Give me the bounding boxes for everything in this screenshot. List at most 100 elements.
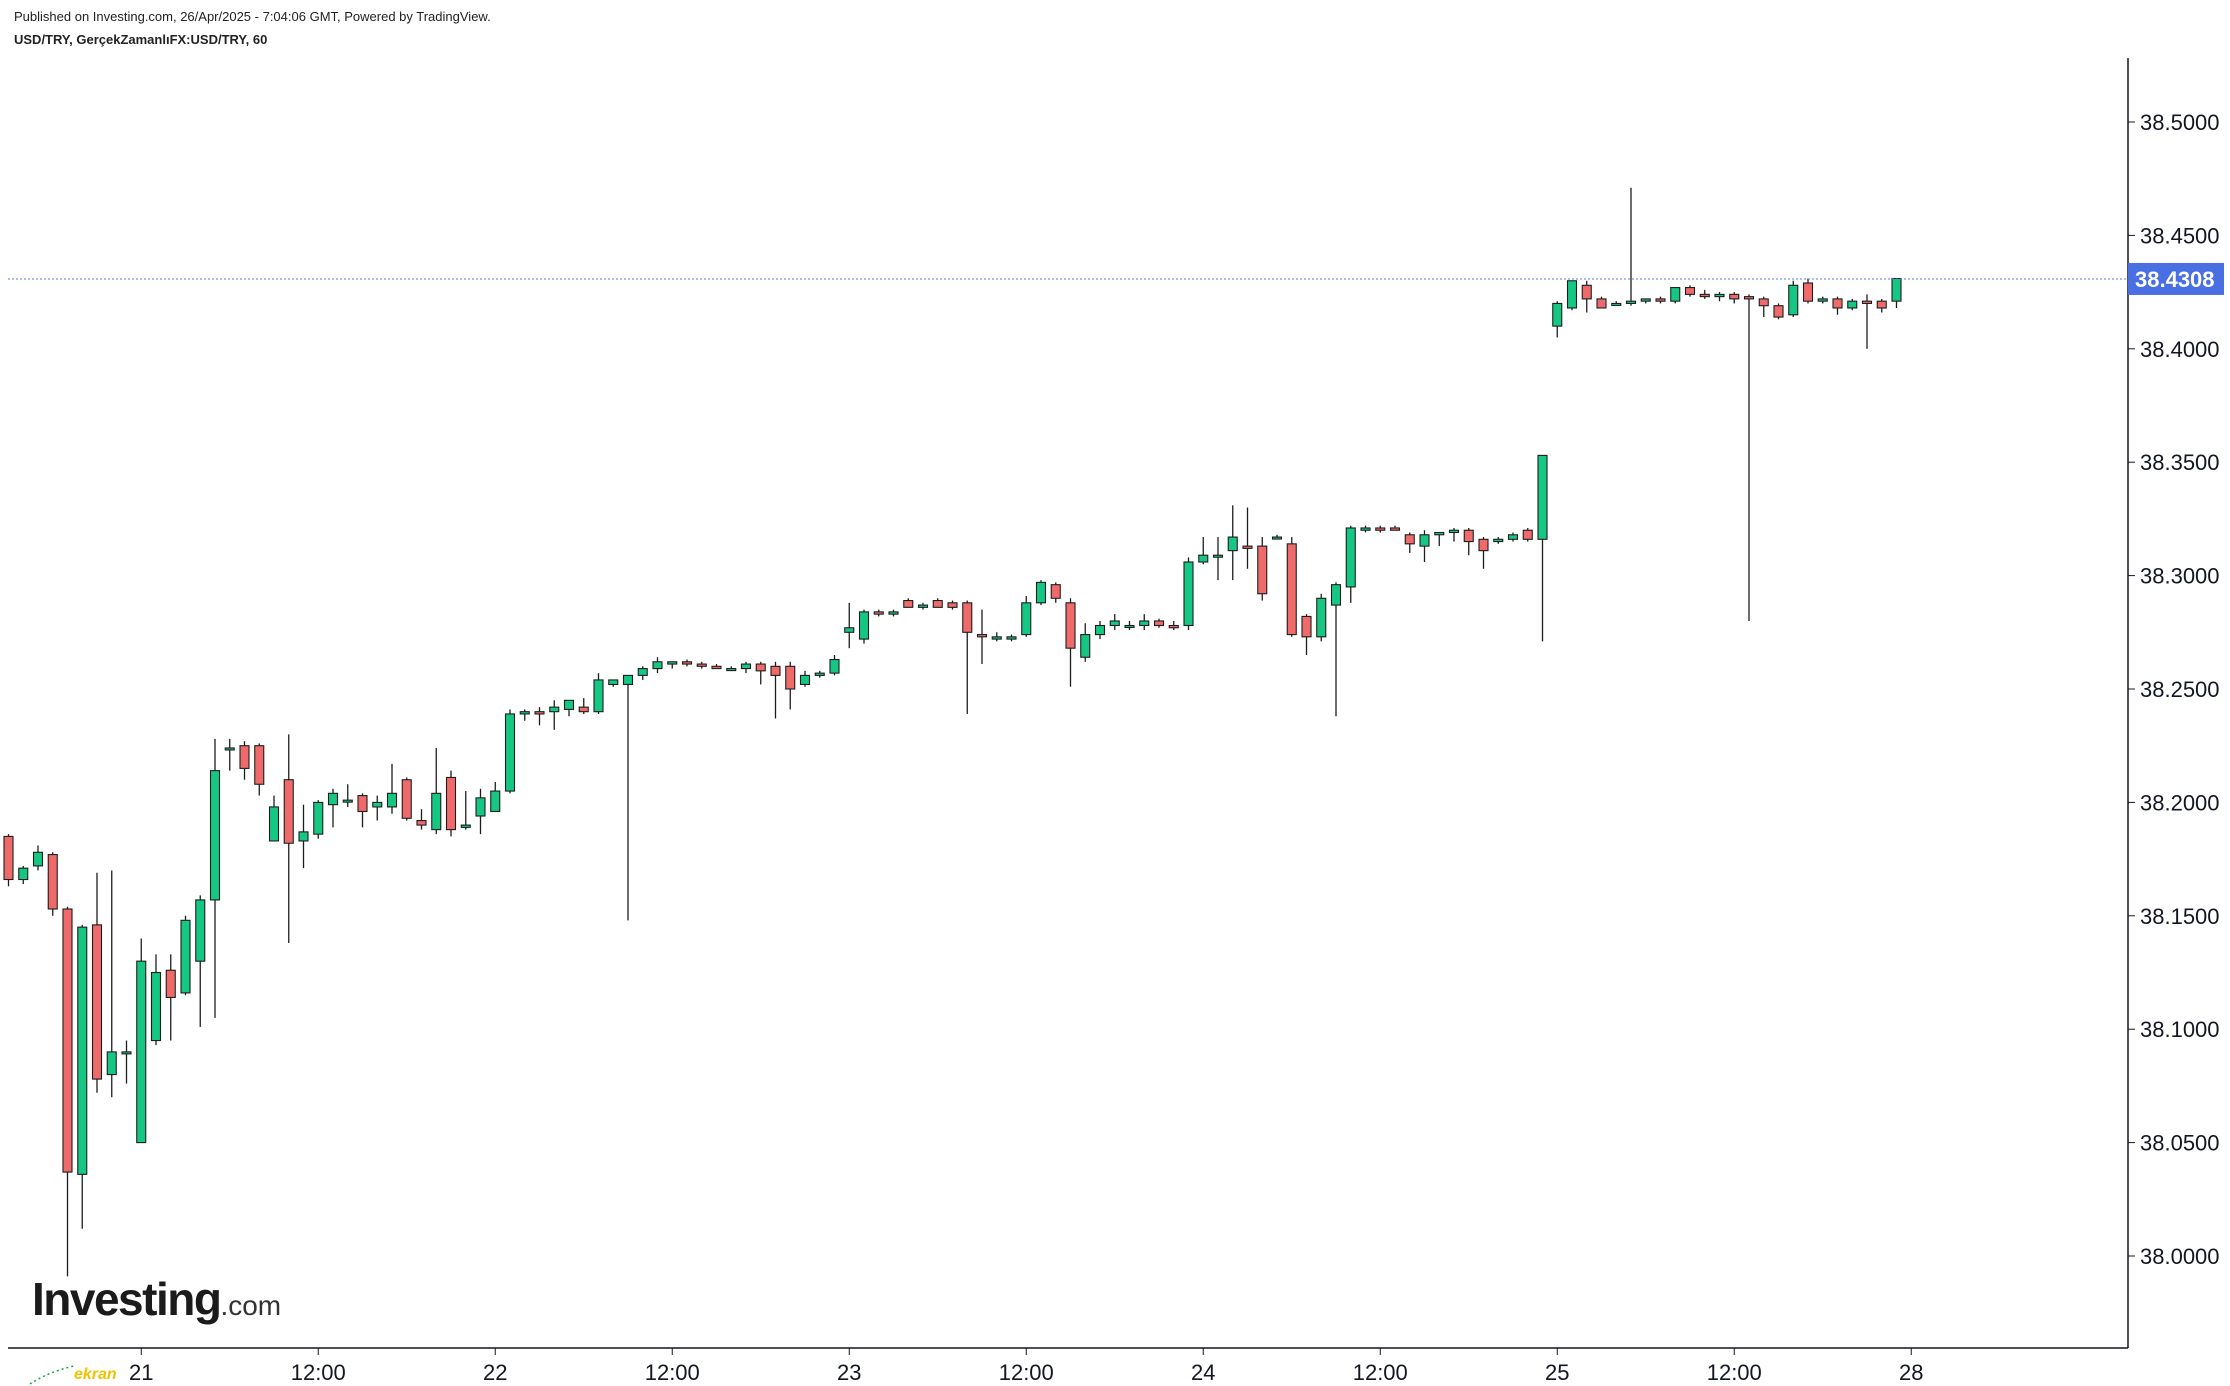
candle[interactable] — [1802, 278, 1814, 304]
candle[interactable] — [785, 661, 796, 710]
candle[interactable] — [1758, 296, 1769, 318]
candle[interactable] — [593, 673, 604, 714]
candle[interactable] — [504, 709, 516, 794]
candle[interactable] — [1375, 525, 1386, 533]
candle[interactable] — [150, 954, 162, 1046]
candle[interactable] — [1080, 623, 1091, 662]
candle[interactable] — [3, 834, 14, 887]
candle[interactable] — [1404, 532, 1415, 553]
candle[interactable] — [445, 770, 457, 837]
candle[interactable] — [254, 743, 265, 796]
candle[interactable] — [976, 609, 988, 665]
candle[interactable] — [18, 865, 29, 885]
candle[interactable] — [1183, 557, 1194, 631]
candle[interactable] — [460, 791, 471, 830]
candle[interactable] — [1670, 287, 1681, 304]
candle[interactable] — [740, 661, 752, 674]
candle[interactable] — [1566, 280, 1578, 311]
candle[interactable] — [1434, 531, 1445, 547]
candle[interactable] — [327, 788, 339, 828]
candle[interactable] — [962, 600, 973, 714]
candle[interactable] — [519, 709, 530, 721]
candle[interactable] — [681, 659, 693, 667]
candle[interactable] — [401, 777, 412, 821]
candle[interactable] — [475, 788, 486, 835]
candle[interactable] — [844, 602, 855, 649]
candle[interactable] — [1640, 298, 1651, 304]
candle[interactable] — [1198, 537, 1209, 565]
candle[interactable] — [416, 809, 427, 830]
candle[interactable] — [1050, 582, 1061, 603]
candle[interactable] — [799, 670, 811, 687]
candle[interactable] — [1021, 596, 1032, 637]
candle[interactable] — [1094, 620, 1106, 640]
candle[interactable] — [1714, 292, 1725, 302]
candle[interactable] — [578, 698, 589, 714]
candle[interactable] — [991, 632, 1002, 642]
candle[interactable] — [1773, 303, 1784, 320]
candle[interactable] — [91, 872, 103, 1093]
candle[interactable] — [637, 666, 648, 680]
candle[interactable] — [770, 661, 781, 719]
candle[interactable] — [1035, 580, 1047, 606]
candle[interactable] — [47, 852, 58, 916]
candle[interactable] — [121, 1040, 132, 1084]
candle[interactable] — [224, 738, 235, 771]
candle[interactable] — [534, 707, 545, 726]
candle[interactable] — [195, 895, 206, 1027]
candle[interactable] — [32, 845, 44, 871]
candle[interactable] — [1345, 525, 1356, 603]
candle[interactable] — [1861, 294, 1873, 349]
candle[interactable] — [313, 800, 324, 839]
candle[interactable] — [1729, 292, 1740, 304]
candle[interactable] — [1817, 296, 1828, 304]
candle[interactable] — [1699, 289, 1710, 299]
candle[interactable] — [858, 609, 870, 644]
candle[interactable] — [1448, 527, 1460, 542]
candle[interactable] — [726, 666, 737, 672]
candle[interactable] — [873, 609, 884, 617]
candle[interactable] — [1596, 296, 1607, 309]
candle[interactable] — [77, 924, 88, 1229]
candle[interactable] — [239, 741, 250, 780]
candle[interactable] — [1006, 634, 1017, 642]
candle[interactable] — [1743, 294, 1755, 621]
candle[interactable] — [1139, 614, 1150, 631]
candle[interactable] — [1301, 614, 1312, 655]
candle[interactable] — [136, 938, 147, 1144]
candle[interactable] — [209, 738, 221, 1018]
candle[interactable] — [1655, 296, 1666, 304]
candle[interactable] — [342, 784, 353, 807]
candle[interactable] — [1360, 525, 1371, 533]
candle[interactable] — [1168, 620, 1179, 631]
candle[interactable] — [1271, 534, 1283, 540]
candle[interactable] — [431, 747, 442, 835]
candle[interactable] — [1316, 593, 1327, 642]
candle[interactable] — [1227, 505, 1238, 581]
candle[interactable] — [917, 602, 929, 610]
candle[interactable] — [1463, 527, 1474, 556]
candle[interactable] — [829, 654, 840, 676]
candle[interactable] — [947, 600, 958, 610]
price-axis[interactable]: 38.0000 38.0500 38.1000 38.1500 38.2000 38.25… — [2128, 110, 2220, 1269]
candle[interactable] — [165, 954, 176, 1041]
candle[interactable] — [1478, 537, 1489, 569]
candle[interactable] — [932, 598, 943, 608]
candle[interactable] — [1124, 620, 1135, 631]
candle[interactable] — [372, 795, 383, 821]
candle[interactable] — [1788, 280, 1799, 318]
candle[interactable] — [1389, 525, 1401, 531]
time-axis[interactable]: 21 12:00 22 12:00 23 12:00 24 12:00 25 12:00 28 — [129, 1348, 1923, 1385]
candle[interactable] — [667, 661, 678, 669]
candle[interactable] — [1611, 301, 1622, 306]
candle[interactable] — [888, 609, 899, 617]
candle[interactable] — [1286, 537, 1297, 637]
candle[interactable] — [711, 664, 722, 670]
candle[interactable] — [62, 906, 73, 1277]
candle[interactable] — [903, 598, 914, 608]
candle[interactable] — [696, 661, 707, 669]
candle[interactable] — [106, 870, 117, 1098]
candle[interactable] — [814, 670, 825, 678]
candle[interactable] — [652, 657, 663, 674]
